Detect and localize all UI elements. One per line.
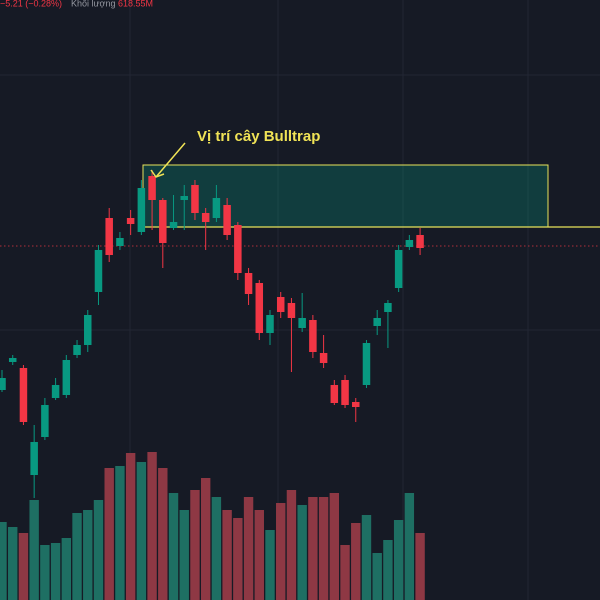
candle-body	[148, 176, 156, 200]
volume-bar	[136, 462, 147, 600]
candle-body	[330, 385, 339, 403]
candle-body	[405, 240, 414, 247]
volume-bar	[168, 493, 179, 600]
candle-body	[19, 368, 28, 422]
candle-body	[105, 218, 113, 255]
volume-bar	[383, 540, 393, 600]
volume-bar	[265, 530, 275, 600]
volume-bar	[61, 538, 72, 600]
volume-bar	[308, 497, 318, 600]
candle-body	[169, 222, 178, 228]
candle-body	[394, 250, 403, 288]
candle-body	[319, 353, 328, 363]
candle-body	[255, 283, 264, 333]
candle-body	[126, 218, 135, 224]
volume-bar	[200, 478, 211, 600]
volume-bar	[72, 513, 82, 600]
candle-body	[201, 213, 210, 222]
volume-bar	[211, 497, 222, 600]
arrow-line	[155, 142, 186, 178]
candle-body	[266, 315, 274, 333]
volume-bar	[29, 500, 39, 600]
candle-body	[137, 188, 146, 232]
volume-bar	[329, 493, 340, 600]
candle-body	[84, 315, 92, 345]
arrow-head	[150, 169, 165, 178]
candle-layer	[0, 170, 424, 498]
volume-bar	[50, 543, 61, 600]
volume-bar	[147, 452, 157, 600]
candle-body	[309, 320, 317, 352]
volume-label: Khối lượng	[71, 0, 115, 8]
volume-bar	[318, 497, 329, 600]
candle-body	[234, 225, 242, 273]
volume-bar	[351, 523, 361, 600]
volume-bar	[190, 490, 200, 600]
volume-bar	[18, 533, 29, 600]
volume-bar	[104, 468, 114, 600]
volume-bar	[297, 505, 307, 600]
volume-bar	[372, 553, 382, 600]
volume-bar	[179, 510, 189, 600]
candle-body	[276, 297, 285, 312]
candle-body	[362, 343, 371, 385]
volume-bar	[93, 500, 104, 600]
volume-bar	[276, 503, 286, 600]
candle-body	[191, 185, 199, 213]
volume-bar	[233, 518, 243, 600]
candle-body	[373, 318, 381, 326]
annotation: Vị trí cây Bulltrap	[197, 128, 320, 145]
candle-body	[298, 318, 306, 328]
volume-bar	[404, 493, 415, 600]
candle-body	[180, 196, 188, 200]
candle-body	[94, 250, 103, 292]
candle-body	[244, 273, 253, 294]
volume-bar	[158, 468, 168, 600]
volume-bar	[83, 510, 93, 600]
volume-bar	[0, 522, 7, 600]
candle-body	[223, 205, 231, 235]
candle-body	[41, 405, 49, 437]
candle-body	[51, 385, 60, 398]
candle-body	[159, 200, 167, 243]
candle-body	[287, 303, 296, 318]
volume-bar	[254, 510, 264, 600]
volume-bar	[8, 527, 18, 600]
volume-bar	[415, 533, 425, 600]
volume-bar	[115, 466, 125, 600]
volume-bar	[222, 510, 232, 600]
candle-body	[352, 402, 360, 407]
volume-bar	[125, 453, 136, 600]
volume-bar	[361, 515, 372, 600]
candle-body	[30, 442, 38, 475]
change: −5.21 (−0.28%)	[0, 0, 62, 8]
volume-bar	[40, 545, 50, 600]
volume-bar	[340, 545, 350, 600]
volume-bar	[286, 490, 297, 600]
volume-bar	[393, 520, 404, 600]
candle-body	[212, 198, 221, 218]
candle-body	[62, 360, 71, 395]
candle-body	[73, 345, 81, 355]
volume-bar	[243, 497, 254, 600]
candle-body	[0, 378, 6, 390]
volume-layer	[0, 452, 425, 600]
volume-value: 618.55M	[118, 0, 153, 8]
candle-body	[341, 380, 349, 405]
zone	[142, 164, 549, 228]
candle-body	[384, 303, 392, 312]
candle-body	[116, 238, 124, 246]
candle-body	[8, 358, 17, 362]
candle-body	[416, 235, 424, 248]
